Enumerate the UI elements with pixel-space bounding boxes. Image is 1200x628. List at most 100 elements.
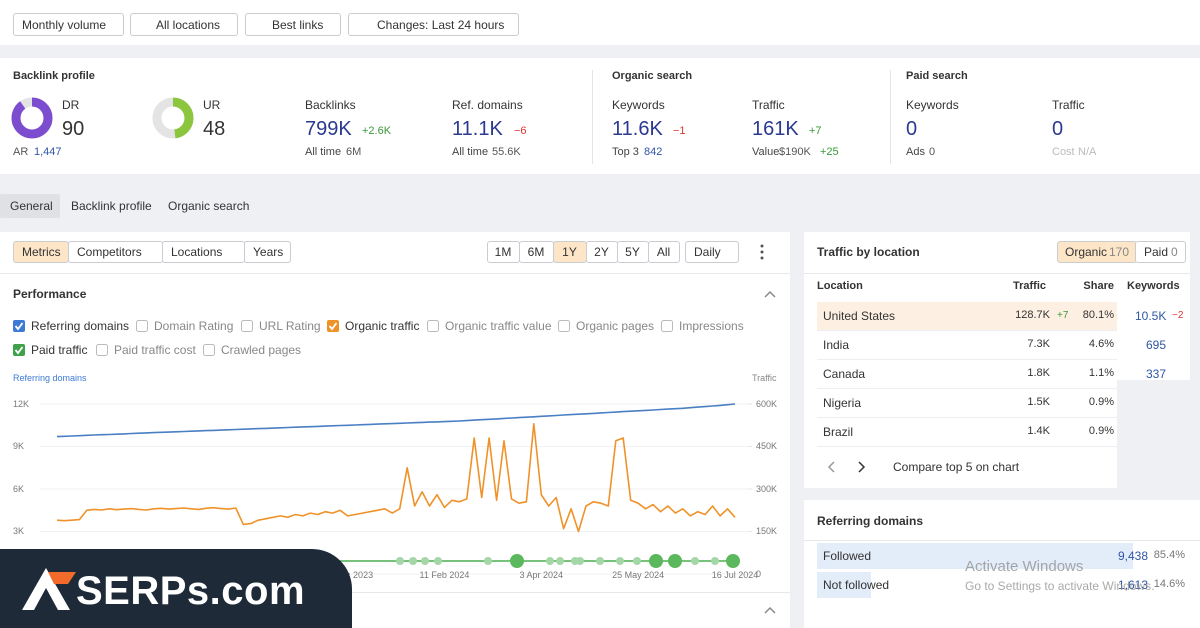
location-keywords[interactable]: 337 (1146, 366, 1167, 381)
event-dot (633, 557, 641, 565)
toggle-count: 170 (1109, 244, 1130, 259)
checkbox-label[interactable]: Paid traffic cost (114, 342, 196, 357)
event-dot (556, 557, 564, 565)
metric-value[interactable]: 0 (906, 118, 918, 140)
metric-value[interactable]: 11.6K (612, 118, 663, 140)
checkbox-label[interactable]: Organic traffic (345, 318, 420, 333)
event-dot (616, 557, 624, 565)
metric-change: +2.6K (362, 125, 392, 138)
toolbar-button[interactable] (130, 13, 238, 36)
divider (890, 70, 891, 164)
metric-value: 90 (62, 118, 85, 140)
metric-sub-label: AR (13, 146, 29, 159)
checkbox-label[interactable]: Referring domains (31, 318, 130, 333)
toolbar-button[interactable] (245, 13, 341, 36)
tab-active (0, 194, 60, 218)
location-keywords[interactable]: 10.5K (1135, 308, 1167, 323)
metric-label: Traffic (1052, 97, 1085, 112)
checkbox (427, 320, 439, 332)
checkbox (558, 320, 570, 332)
section-title: Paid search (906, 70, 968, 83)
column-header: Keywords (1127, 280, 1180, 293)
location-panel (804, 380, 1117, 488)
divider (0, 592, 790, 593)
collapse-chevron (764, 606, 776, 614)
metric-sub-label: Ads (906, 146, 925, 159)
x-tick-label: 11 Feb 2024 (419, 569, 470, 580)
compare-link[interactable]: Compare top 5 on chart (893, 459, 1020, 474)
location-traffic: 1.8K (1027, 367, 1050, 380)
y2-tick-label: 300K (756, 483, 778, 494)
checkbox-label[interactable]: Paid traffic (31, 342, 88, 357)
tab[interactable]: Backlink profile (71, 198, 152, 213)
metric-label: Keywords (612, 97, 665, 112)
x-tick-label: 16 Jul 2024 (711, 569, 759, 580)
logo-stripe (48, 572, 76, 584)
tab[interactable]: Organic search (168, 198, 250, 213)
metric-label: Backlinks (305, 97, 356, 112)
series-line (56, 423, 736, 533)
series-line (56, 403, 736, 438)
metric-sub-value: $190K (779, 146, 811, 159)
metric-value[interactable]: 11.1K (452, 118, 503, 140)
metric-sub-label: All time (305, 146, 342, 159)
column-header: Traffic (1012, 280, 1046, 293)
checkbox-label[interactable]: URL Rating (259, 318, 321, 333)
metric-label: DR (62, 97, 80, 112)
checkbox-label[interactable]: Impressions (679, 318, 744, 333)
interval-button[interactable] (685, 241, 739, 263)
metric-change: −1 (673, 125, 686, 138)
checkbox (96, 344, 108, 356)
location-share: 4.6% (1088, 338, 1114, 351)
metric-sub-value: N/A (1078, 146, 1097, 159)
checkbox-label[interactable]: Organic pages (576, 318, 655, 333)
checkbox-label[interactable]: Domain Rating (154, 318, 234, 333)
checkbox-checked (13, 344, 25, 356)
checkbox (661, 320, 673, 332)
divider (804, 273, 1190, 274)
metric-value[interactable]: 161K (752, 118, 799, 140)
metric-label: Ref. domains (452, 97, 523, 112)
toolbar-button[interactable] (348, 13, 519, 36)
location-share: 0.9% (1088, 425, 1114, 438)
donut-arc (11, 97, 53, 139)
range-label: 5Y (625, 244, 640, 259)
metric-value[interactable]: 799K (305, 118, 352, 140)
checkbox-label[interactable]: Crawled pages (221, 342, 302, 357)
range-button[interactable] (648, 241, 680, 263)
metric-change: +7 (809, 125, 822, 138)
event-dot (711, 557, 719, 565)
checkbox-label[interactable]: Organic traffic value (445, 318, 552, 333)
location-keywords[interactable]: 695 (1146, 337, 1167, 352)
metric-sub-value: 842 (644, 146, 663, 159)
axis-title: Referring domains (13, 372, 87, 383)
y-tick-label: 6K (13, 483, 25, 494)
divider (804, 540, 1200, 541)
range-label: 2Y (594, 244, 609, 259)
row-divider (817, 359, 1117, 360)
y2-tick-label: 150K (756, 526, 778, 537)
axis-title: Traffic (752, 372, 777, 383)
event-dot (691, 557, 699, 565)
logo-panel (0, 549, 352, 628)
location-share: 80.1% (1082, 309, 1114, 322)
checkbox (203, 344, 215, 356)
toggle-label: Paid (1144, 244, 1169, 259)
pager-next (858, 461, 866, 473)
tab[interactable]: General (10, 198, 53, 213)
toolbar-button[interactable] (13, 13, 124, 36)
toggle-button[interactable] (1135, 241, 1186, 263)
x-tick-label: 25 May 2024 (612, 569, 665, 580)
checkmark (14, 346, 24, 355)
section-title: Backlink profile (13, 70, 95, 83)
row-share: 14.6% (1153, 578, 1185, 591)
column-header: Location (817, 280, 863, 293)
location-share: 0.9% (1088, 396, 1114, 409)
metric-value[interactable]: 0 (1052, 118, 1064, 140)
segment-button[interactable] (244, 241, 291, 263)
metric-sub-change: +25 (820, 146, 839, 159)
event-dot (409, 557, 417, 565)
toggle-label: Organic (1065, 244, 1108, 259)
checkmark (328, 322, 338, 331)
